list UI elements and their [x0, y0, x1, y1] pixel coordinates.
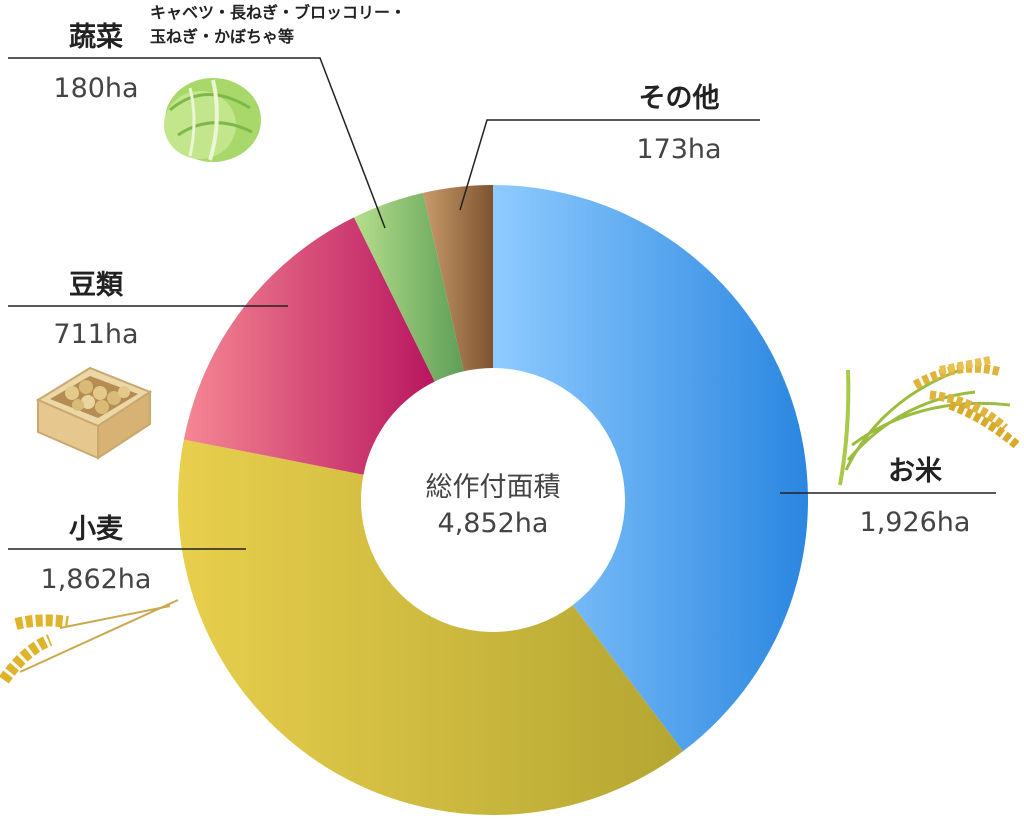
value-beans: 711ha [53, 319, 138, 350]
soybeans-box-icon [35, 366, 153, 460]
wheat-icon [0, 599, 179, 684]
slice-wheat [177, 439, 684, 816]
value-rice: 1,926ha [860, 507, 971, 538]
label-rice: お米 [888, 456, 942, 487]
leader-lines [8, 57, 996, 550]
label-other: その他 [639, 83, 720, 114]
leader-line-other [459, 119, 760, 211]
center-title: 総作付面積 [426, 472, 561, 503]
label-wheat: 小麦 [69, 514, 124, 545]
slice-rice [493, 185, 808, 752]
value-vegetables: 180ha [53, 73, 138, 104]
label-vegetables: 蔬菜 [69, 22, 123, 53]
label-beans: 豆類 [69, 270, 124, 301]
value-wheat: 1,862ha [41, 564, 152, 595]
donut-slices [177, 185, 808, 816]
slice-vegetables [353, 192, 464, 382]
leader-line-vegetables [8, 57, 386, 229]
value-other: 173ha [636, 134, 721, 165]
cabbage-icon [164, 78, 261, 162]
note-vegetables-line2: 玉ねぎ・かぼちゃ等 [150, 27, 294, 46]
center-value: 4,852ha [438, 508, 549, 539]
rice-plant-icon [838, 356, 1021, 486]
slice-beans [183, 217, 435, 475]
slice-other [423, 185, 493, 372]
note-vegetables-line1: キャベツ・長ねぎ・ブロッコリー・ [150, 3, 406, 22]
